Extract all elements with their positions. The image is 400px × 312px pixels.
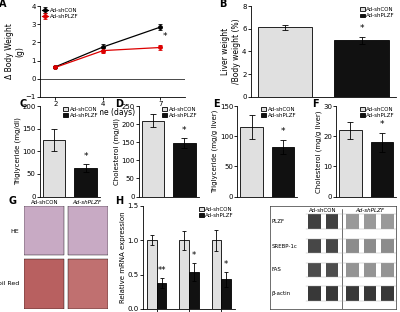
Bar	[308, 239, 320, 253]
Y-axis label: Liver weight
/Body weight (%): Liver weight /Body weight (%)	[221, 19, 241, 84]
Y-axis label: Cholesterol (mg/dl): Cholesterol (mg/dl)	[113, 118, 120, 185]
Bar	[157, 283, 166, 309]
Legend: Ad-shCON, Ad-shPLZF: Ad-shCON, Ad-shPLZF	[359, 107, 396, 119]
Bar	[364, 239, 376, 253]
Text: PLZF: PLZF	[272, 219, 285, 224]
Text: oil Red: oil Red	[0, 280, 19, 286]
Text: G: G	[9, 196, 17, 206]
Bar	[364, 263, 376, 277]
Bar	[346, 214, 359, 229]
Text: H: H	[115, 196, 124, 206]
Text: *: *	[182, 126, 187, 135]
Bar	[382, 286, 394, 301]
Text: SREBP-1c: SREBP-1c	[272, 244, 298, 249]
Bar	[382, 214, 394, 229]
Bar	[346, 286, 359, 301]
Bar	[68, 206, 108, 255]
Bar	[240, 127, 263, 197]
Legend: Ad-shCON, Ad-shPLZF: Ad-shCON, Ad-shPLZF	[41, 7, 79, 20]
Bar	[68, 260, 108, 309]
Text: Ad-shPLZF: Ad-shPLZF	[72, 200, 101, 205]
Bar	[173, 143, 196, 197]
Bar	[74, 168, 97, 197]
Legend: Ad-shCON, Ad-shPLZF: Ad-shCON, Ad-shPLZF	[260, 107, 297, 119]
Bar	[43, 140, 65, 197]
Bar	[308, 263, 320, 277]
Legend: Ad-shCON, Ad-shPLZF: Ad-shCON, Ad-shPLZF	[359, 7, 396, 19]
Y-axis label: Cholesterol (mg/g liver): Cholesterol (mg/g liver)	[315, 110, 322, 193]
Bar	[364, 214, 376, 229]
Bar	[272, 147, 294, 197]
Bar	[382, 239, 394, 253]
Bar	[212, 240, 221, 309]
Text: A: A	[0, 0, 7, 9]
Text: C: C	[19, 99, 26, 109]
Text: Ad-shCON: Ad-shCON	[31, 200, 59, 205]
Text: B: B	[219, 0, 226, 9]
Legend: Ad-shCON, Ad-shPLZF: Ad-shCON, Ad-shPLZF	[63, 107, 99, 119]
Bar	[24, 260, 64, 309]
Text: *: *	[192, 251, 196, 260]
Text: Ad-shPLZF: Ad-shPLZF	[356, 208, 385, 213]
Legend: Ad-shCON, Ad-shPLZF: Ad-shCON, Ad-shPLZF	[162, 107, 198, 119]
Bar	[189, 272, 199, 309]
Text: *: *	[162, 32, 167, 41]
Bar	[346, 239, 359, 253]
Bar	[24, 206, 64, 255]
Bar	[179, 240, 189, 309]
Text: *: *	[380, 120, 384, 129]
Y-axis label: Δ Body Weight
(g): Δ Body Weight (g)	[5, 23, 24, 80]
Text: Ad-shCON: Ad-shCON	[309, 208, 337, 213]
Bar	[334, 40, 389, 97]
Text: *: *	[84, 152, 88, 161]
Bar	[326, 239, 338, 253]
Text: *: *	[360, 24, 364, 33]
Bar	[326, 214, 338, 229]
Legend: Ad-shCON, Ad-shPLZF: Ad-shCON, Ad-shPLZF	[198, 207, 234, 219]
Bar	[326, 286, 338, 301]
Y-axis label: Triglyceride (mg/dl): Triglyceride (mg/dl)	[14, 117, 21, 185]
Text: **: **	[158, 266, 166, 275]
Text: *: *	[281, 127, 286, 136]
Bar	[258, 27, 312, 97]
Bar	[371, 142, 393, 197]
Bar	[346, 263, 359, 277]
Bar	[382, 263, 394, 277]
Text: β-actin: β-actin	[272, 291, 291, 296]
Bar	[142, 120, 164, 197]
Bar	[308, 214, 320, 229]
Y-axis label: Triglyceride (mg/g liver): Triglyceride (mg/g liver)	[212, 110, 218, 193]
Text: HE: HE	[10, 229, 19, 234]
Text: E: E	[214, 99, 220, 109]
Text: *: *	[224, 260, 228, 269]
Bar	[339, 130, 362, 197]
Text: FAS: FAS	[272, 267, 282, 272]
Text: D: D	[115, 99, 123, 109]
Bar	[147, 240, 157, 309]
Text: F: F	[312, 99, 319, 109]
X-axis label: Time (days): Time (days)	[90, 108, 135, 117]
Bar	[221, 279, 231, 309]
Bar	[364, 286, 376, 301]
Bar	[326, 263, 338, 277]
Y-axis label: Relative mRNA expression: Relative mRNA expression	[120, 212, 126, 303]
Bar	[308, 286, 320, 301]
